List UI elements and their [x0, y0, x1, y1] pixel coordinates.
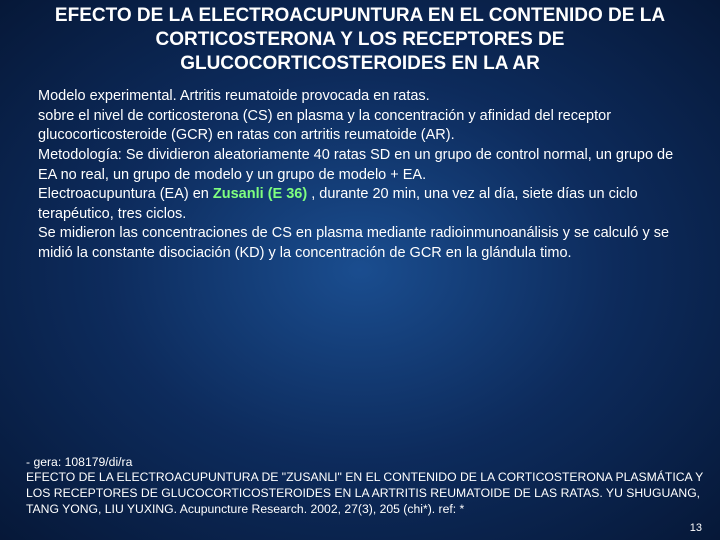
slide-footer: - gera: 108179/di/ra EFECTO DE LA ELECTR…	[26, 455, 706, 518]
highlight-zusanli: Zusanli (E 36)	[213, 186, 311, 202]
body-p4-lead: Electroacupuntura (EA) en	[38, 186, 213, 202]
body-paragraph-2: sobre el nivel de corticosterona (CS) en…	[38, 107, 688, 146]
body-paragraph-3: Metodología: Se dividieron aleatoriament…	[38, 146, 688, 185]
slide-body: Modelo experimental. Artritis reumatoide…	[14, 87, 706, 263]
footer-line-1: - gera: 108179/di/ra	[26, 455, 706, 471]
body-paragraph-5: Se midieron las concentraciones de CS en…	[38, 224, 688, 263]
footer-line-2: EFECTO DE LA ELECTROACUPUNTURA DE "ZUSAN…	[26, 470, 706, 518]
slide-container: EFECTO DE LA ELECTROACUPUNTURA EN EL CON…	[0, 0, 720, 540]
body-paragraph-1: Modelo experimental. Artritis reumatoide…	[38, 87, 688, 107]
slide-title: EFECTO DE LA ELECTROACUPUNTURA EN EL CON…	[14, 4, 706, 75]
page-number: 13	[690, 522, 702, 534]
body-paragraph-4: Electroacupuntura (EA) en Zusanli (E 36)…	[38, 185, 688, 224]
